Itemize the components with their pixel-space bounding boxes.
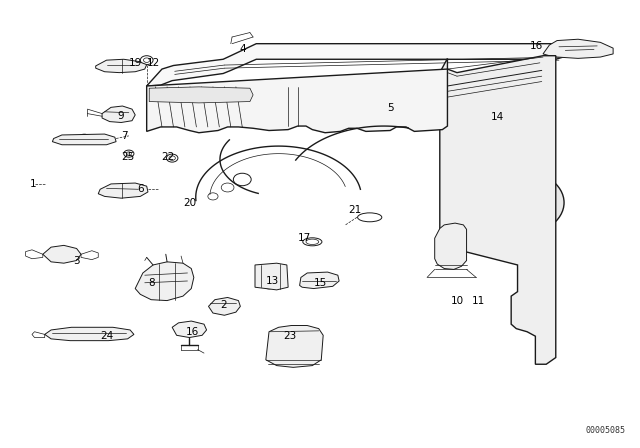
Text: 16: 16 — [530, 41, 543, 51]
Text: 3: 3 — [73, 255, 80, 266]
Text: 5: 5 — [387, 103, 394, 113]
Polygon shape — [172, 321, 207, 337]
Text: 23: 23 — [283, 331, 296, 341]
Text: 22: 22 — [162, 152, 175, 162]
Polygon shape — [543, 39, 613, 58]
Text: 24: 24 — [100, 331, 113, 341]
Text: 19: 19 — [129, 58, 142, 68]
Text: 12: 12 — [147, 58, 159, 68]
Text: 7: 7 — [121, 131, 128, 141]
Text: 00005085: 00005085 — [586, 426, 626, 435]
Polygon shape — [300, 272, 339, 289]
Text: 2: 2 — [220, 300, 227, 310]
Polygon shape — [435, 223, 467, 269]
Polygon shape — [99, 183, 148, 198]
Text: 14: 14 — [490, 112, 504, 122]
Polygon shape — [52, 134, 116, 145]
Text: 11: 11 — [472, 296, 484, 306]
Text: 4: 4 — [239, 44, 246, 55]
Text: 25: 25 — [121, 152, 134, 162]
Text: 10: 10 — [451, 296, 463, 306]
Text: 15: 15 — [314, 278, 326, 288]
Text: 20: 20 — [183, 198, 196, 207]
Text: 21: 21 — [348, 205, 362, 215]
Polygon shape — [147, 44, 573, 86]
Polygon shape — [209, 297, 241, 315]
Text: 16: 16 — [186, 327, 199, 337]
Circle shape — [468, 169, 564, 236]
Polygon shape — [149, 87, 253, 103]
Polygon shape — [43, 246, 81, 263]
Polygon shape — [45, 327, 134, 340]
Text: 8: 8 — [148, 278, 154, 288]
Text: 6: 6 — [137, 184, 143, 194]
Polygon shape — [266, 326, 323, 367]
Polygon shape — [102, 106, 135, 122]
Text: 13: 13 — [266, 276, 279, 286]
Polygon shape — [147, 69, 447, 133]
Polygon shape — [255, 263, 288, 290]
Polygon shape — [440, 56, 556, 364]
Polygon shape — [135, 262, 194, 301]
Text: 17: 17 — [298, 233, 310, 243]
Text: 9: 9 — [118, 111, 125, 121]
Polygon shape — [96, 59, 147, 73]
Text: 1: 1 — [30, 179, 36, 189]
